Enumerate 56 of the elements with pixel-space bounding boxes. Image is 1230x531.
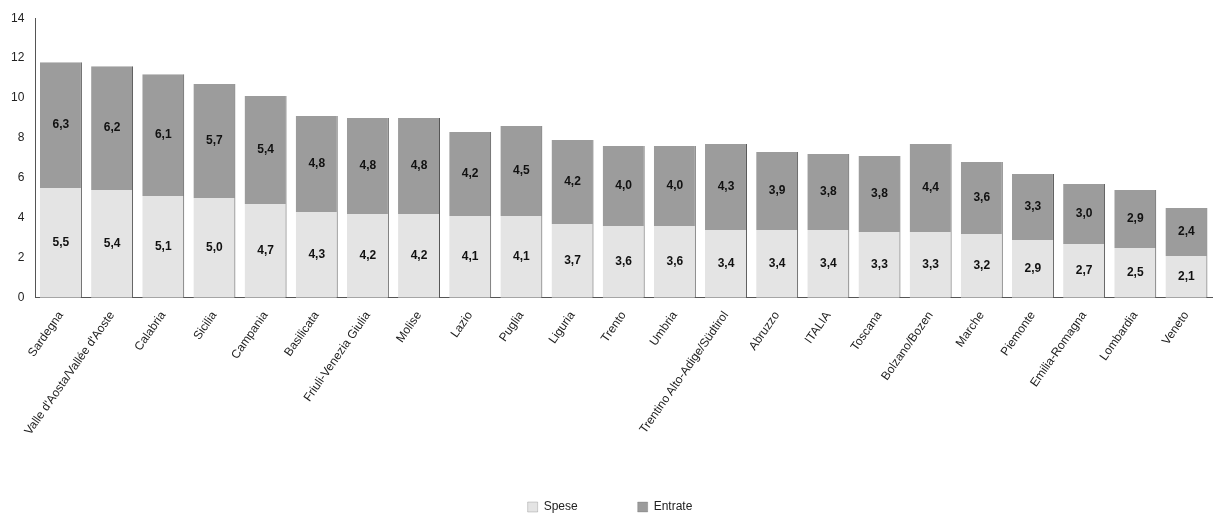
data-label: 3,4 xyxy=(819,256,837,271)
data-label: 4,0 xyxy=(615,178,633,193)
data-label: 3,0 xyxy=(1075,206,1093,221)
data-label: 5,4 xyxy=(257,142,275,157)
data-label: 3,4 xyxy=(717,256,735,271)
data-label: 2,9 xyxy=(1126,211,1144,226)
data-label: 4,0 xyxy=(666,178,684,193)
data-label: 4,1 xyxy=(461,249,479,264)
data-label: 6,3 xyxy=(52,117,70,132)
y-tick-label: 14 xyxy=(10,10,25,25)
legend-label: Spese xyxy=(543,499,578,514)
data-label: 5,1 xyxy=(154,239,172,254)
data-label: 3,8 xyxy=(871,186,889,201)
y-tick-label: 10 xyxy=(10,90,25,105)
data-label: 5,5 xyxy=(52,235,70,250)
data-label: 3,3 xyxy=(1024,199,1042,214)
data-label: 4,3 xyxy=(308,247,326,262)
data-label: 4,2 xyxy=(410,248,428,263)
data-label: 3,8 xyxy=(819,184,837,199)
data-label: 3,2 xyxy=(973,258,991,273)
data-label: 3,6 xyxy=(973,190,991,205)
data-label: 3,3 xyxy=(871,257,889,272)
data-label: 2,9 xyxy=(1024,261,1042,276)
data-label: 6,2 xyxy=(103,120,121,135)
data-label: 3,6 xyxy=(615,254,633,269)
data-label: 3,6 xyxy=(666,254,684,269)
data-label: 3,7 xyxy=(564,253,582,268)
y-tick-label: 8 xyxy=(17,130,25,145)
y-tick-label: 12 xyxy=(10,50,25,65)
y-tick-label: 0 xyxy=(17,290,25,305)
data-label: 6,1 xyxy=(154,127,172,142)
y-tick-label: 4 xyxy=(17,210,25,225)
data-label: 5,7 xyxy=(206,133,224,148)
data-label: 4,5 xyxy=(513,163,531,178)
data-label: 2,4 xyxy=(1178,224,1196,239)
data-label: 3,9 xyxy=(768,183,786,198)
data-label: 4,3 xyxy=(717,179,735,194)
data-label: 4,1 xyxy=(513,249,531,264)
data-label: 5,0 xyxy=(206,240,224,255)
data-label: 4,2 xyxy=(564,174,582,189)
data-label: 3,3 xyxy=(922,257,940,272)
data-label: 3,4 xyxy=(768,256,786,271)
data-label: 2,5 xyxy=(1126,265,1144,280)
data-label: 4,4 xyxy=(922,180,940,195)
data-label: 2,7 xyxy=(1075,263,1093,278)
data-label: 4,8 xyxy=(308,156,326,171)
data-label: 5,4 xyxy=(103,236,121,251)
legend-label: Entrate xyxy=(653,499,693,514)
y-tick-label: 2 xyxy=(17,250,25,265)
data-label: 4,2 xyxy=(461,166,479,181)
data-label: 4,8 xyxy=(359,158,377,173)
data-label: 4,2 xyxy=(359,248,377,263)
data-label: 2,1 xyxy=(1178,269,1196,284)
data-label: 4,8 xyxy=(410,158,428,173)
data-label: 4,7 xyxy=(257,243,275,258)
y-tick-label: 6 xyxy=(17,170,25,185)
